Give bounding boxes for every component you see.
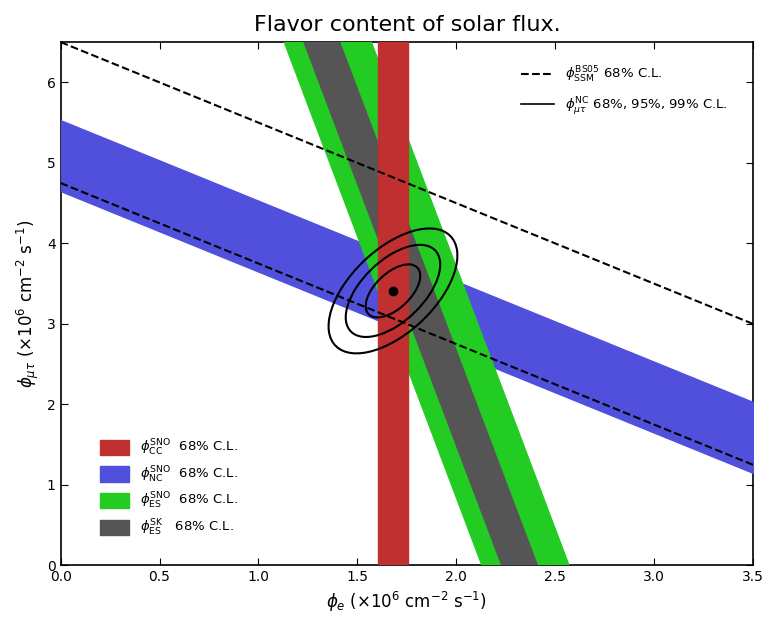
Legend: $\phi^{\mathrm{BS05}}_{\mathrm{SSM}}$ 68% C.L., $\phi^{\mathrm{NC}}_{\mu\tau}$ 6: $\phi^{\mathrm{BS05}}_{\mathrm{SSM}}$ 68… [516, 59, 732, 123]
Title: Flavor content of solar flux.: Flavor content of solar flux. [253, 15, 560, 35]
Bar [378, 42, 408, 565]
X-axis label: $\phi_e$ ($\times 10^6$ cm$^{-2}$ s$^{-1}$): $\phi_e$ ($\times 10^6$ cm$^{-2}$ s$^{-1… [326, 590, 487, 614]
Y-axis label: $\phi_{\mu\tau}$ ($\times 10^6$ cm$^{-2}$ s$^{-1}$): $\phi_{\mu\tau}$ ($\times 10^6$ cm$^{-2}… [15, 220, 41, 388]
